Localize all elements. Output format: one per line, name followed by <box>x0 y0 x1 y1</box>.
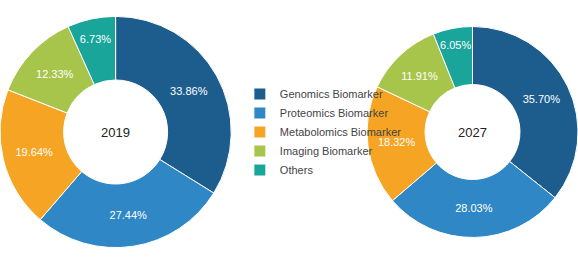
svg-text:27.44%: 27.44% <box>110 209 148 221</box>
svg-text:2019: 2019 <box>101 125 130 140</box>
svg-text:6.73%: 6.73% <box>80 33 111 45</box>
svg-text:18.32%: 18.32% <box>378 136 416 149</box>
svg-text:35.70%: 35.70% <box>523 93 561 105</box>
svg-text:6.05%: 6.05% <box>440 39 471 51</box>
svg-text:Others: Others <box>280 164 314 176</box>
svg-text:11.91%: 11.91% <box>401 70 438 82</box>
svg-text:Genomics Biomarker: Genomics Biomarker <box>280 88 383 100</box>
svg-text:33.86%: 33.86% <box>170 85 208 97</box>
svg-text:19.64%: 19.64% <box>16 146 54 158</box>
svg-text:Metabolomics Biomarker: Metabolomics Biomarker <box>280 126 401 138</box>
svg-text:2027: 2027 <box>458 125 487 140</box>
svg-text:Proteomics Biomarker: Proteomics Biomarker <box>280 107 389 119</box>
svg-text:28.03%: 28.03% <box>455 202 493 214</box>
svg-text:12.33%: 12.33% <box>36 68 74 80</box>
svg-text:Imaging Biomarker: Imaging Biomarker <box>280 145 373 157</box>
